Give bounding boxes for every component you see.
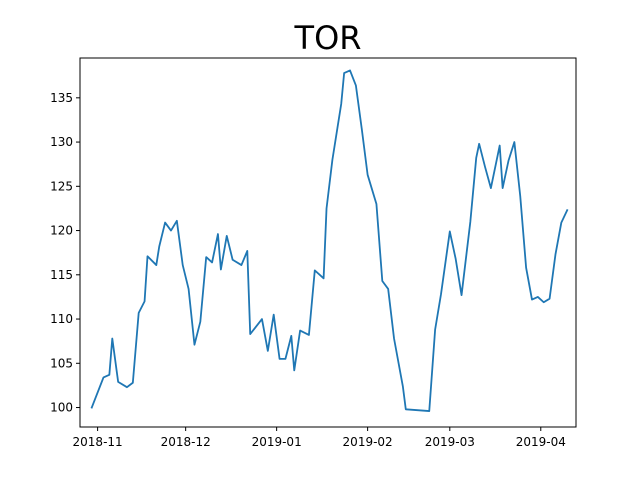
x-tick-label: 2019-01 — [252, 435, 302, 449]
y-tick-label: 135 — [50, 91, 73, 105]
x-axis: 2018-11 2018-12 2019-01 2019-02 2019-03 2019-… — [73, 427, 566, 449]
y-axis: 100 105 110 115 120 125 130 135 — [50, 91, 80, 415]
y-tick-label: 105 — [50, 356, 73, 370]
series-line-0 — [90, 69, 569, 412]
plot-frame — [79, 57, 577, 428]
y-tick-label: 100 — [50, 401, 73, 415]
y-tick-label: 110 — [50, 312, 73, 326]
x-tick-label: 2018-12 — [161, 435, 211, 449]
plot-lines — [90, 69, 569, 412]
x-tick-label: 2018-11 — [73, 435, 123, 449]
y-tick-label: 130 — [50, 135, 73, 149]
y-tick-label: 115 — [50, 268, 73, 282]
x-tick-label: 2019-04 — [516, 435, 566, 449]
y-tick-label: 125 — [50, 179, 73, 193]
y-tick-label: 120 — [50, 224, 73, 238]
x-tick-label: 2019-03 — [425, 435, 475, 449]
x-tick-label: 2019-02 — [343, 435, 393, 449]
chart-title: TOR — [294, 19, 362, 57]
